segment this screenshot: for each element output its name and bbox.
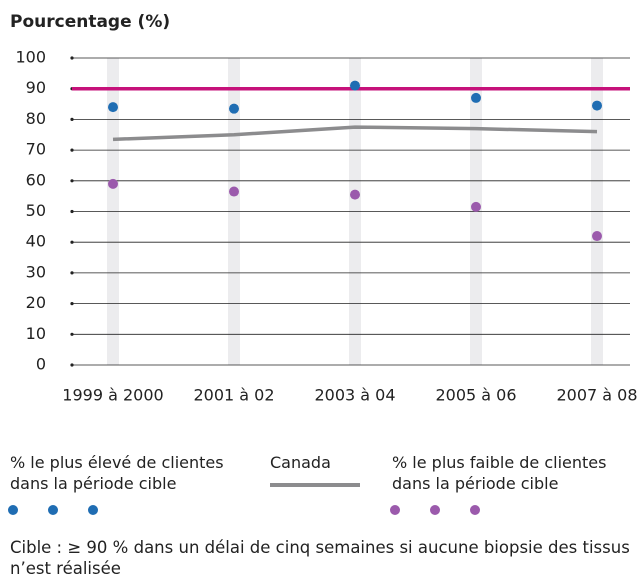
y-axis-title: Pourcentage (%) <box>10 12 170 32</box>
series-point <box>592 231 602 242</box>
series-point <box>350 80 360 91</box>
footnote: Cible : ≥ 90 % dans un délai de cinq sem… <box>10 538 630 578</box>
x-tick-label: 2005 à 06 <box>435 386 516 405</box>
legend-marker <box>270 483 360 487</box>
series-point <box>229 103 239 114</box>
y-tick-label: 70 <box>26 140 46 159</box>
y-tick-label: 10 <box>26 324 46 343</box>
series-point <box>108 102 118 113</box>
legend-dot <box>8 505 18 515</box>
y-tick-label: 40 <box>26 232 46 251</box>
series-point <box>592 100 602 111</box>
y-tick-label: 90 <box>26 78 46 97</box>
legend-dot <box>430 505 440 515</box>
series-point <box>471 92 481 103</box>
series-line <box>112 125 598 142</box>
legend-dot <box>390 505 400 515</box>
chart: Pourcentage (%) 0 10 20 30 40 50 60 70 80 90 100 19… <box>10 12 638 405</box>
legend-label: Canada <box>270 453 331 472</box>
legend-label: % le plus faible de clientes dans la pér… <box>392 453 607 493</box>
series-point <box>108 178 118 189</box>
x-tick-label: 2001 à 02 <box>193 386 274 405</box>
y-tick-label: 20 <box>26 293 46 312</box>
series-point <box>229 186 239 197</box>
y-tick-label: 0 <box>36 355 46 374</box>
y-tick-label: 80 <box>26 109 46 128</box>
x-tick-label: 2007 à 08 <box>556 386 637 405</box>
legend-dot <box>48 505 58 515</box>
legend-marker <box>390 505 480 515</box>
y-tick-label: 60 <box>26 170 46 189</box>
x-tick-label: 1999 à 2000 <box>62 386 163 405</box>
series-point <box>471 201 481 212</box>
x-tick-label: 2003 à 04 <box>314 386 395 405</box>
y-tick-label: 100 <box>15 48 46 67</box>
legend-marker <box>8 505 98 515</box>
y-tick-label: 50 <box>26 201 46 220</box>
legend-label: % le plus élevé de clientes dans la péri… <box>10 453 224 493</box>
y-tick-label: 30 <box>26 262 46 281</box>
series-point <box>350 189 360 200</box>
legend-dot <box>470 505 480 515</box>
legend-dot <box>88 505 98 515</box>
